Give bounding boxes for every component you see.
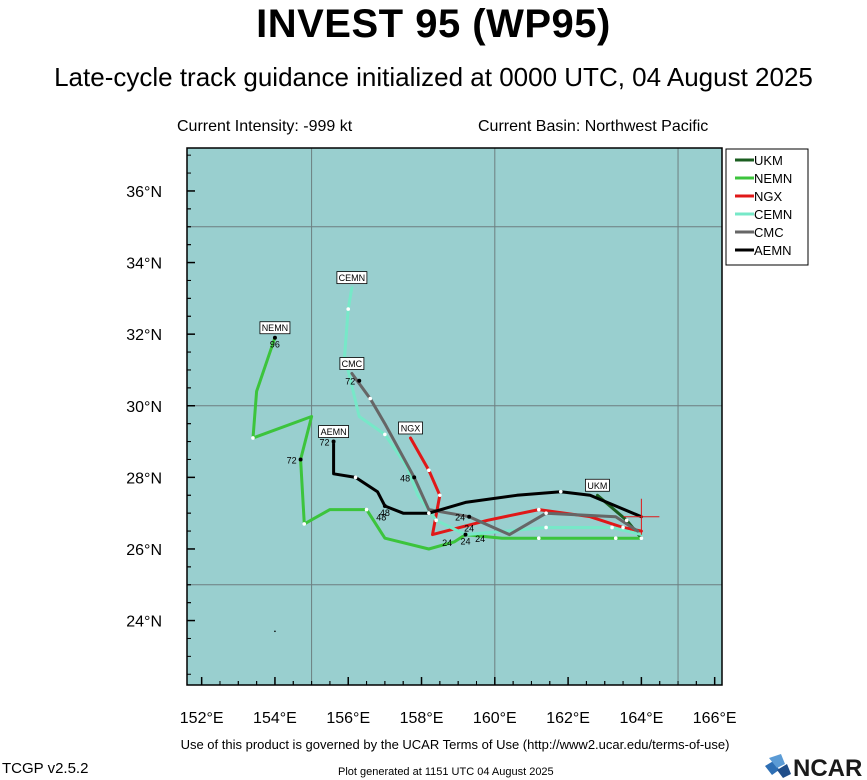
track-point-ngx-0 xyxy=(621,525,625,530)
track-lines xyxy=(251,286,643,551)
hour-dot-cmc-2 xyxy=(357,378,362,383)
legend-label-cmc: CMC xyxy=(754,225,784,240)
hour-label-nemn-1: 72 xyxy=(287,455,297,465)
map-axes: 152°E 154°E 156°E 158°E 160°E 162°E 164°E 166°E… xyxy=(126,147,737,727)
legend: UKM NEMN NGX CEMN CMC AEMN xyxy=(725,148,809,266)
x-tick-label-152: 152°E xyxy=(180,710,224,727)
hour-label-aemn-0: 48 xyxy=(380,508,390,518)
terms-of-use: Use of this product is governed by the U… xyxy=(180,737,730,752)
legend-label-ukm: UKM xyxy=(754,153,783,168)
current-intensity: Current Intensity: -999 kt xyxy=(177,118,353,135)
track-point-aemn-0 xyxy=(558,489,563,494)
model-box-cmc xyxy=(339,357,365,370)
y-tick-label-30: 30°N xyxy=(126,399,162,416)
current-basin: Current Basin: Northwest Pacific xyxy=(478,118,709,135)
hour-label-cmc-2: 72 xyxy=(345,377,355,387)
track-point-nemn-4 xyxy=(302,522,307,526)
model-label-ukm: UKM xyxy=(587,481,607,491)
track-aemn xyxy=(332,440,643,519)
model-box-ngx xyxy=(398,421,423,435)
hour-label-cmc-1: 48 xyxy=(400,473,410,483)
y-tick-label-36: 36°N xyxy=(126,184,162,201)
hour-dot-cmc-0 xyxy=(467,514,472,519)
model-box-cemn xyxy=(336,271,368,285)
track-nemn xyxy=(251,336,643,551)
y-tick-label-34: 34°N xyxy=(126,256,162,273)
track-point-ngx-1 xyxy=(536,507,541,512)
ncar-logo-swoosh-icon xyxy=(765,754,791,778)
track-point-nemn-6 xyxy=(251,436,255,440)
track-ngx xyxy=(409,436,643,537)
hour-dot-nemn-1 xyxy=(298,457,303,462)
legend-label-ngx: NGX xyxy=(754,189,783,204)
legend-label-cemn: CEMN xyxy=(754,207,792,222)
x-tick-label-158: 158°E xyxy=(400,710,444,727)
legend-label-nemn: NEMN xyxy=(754,171,792,186)
x-tick-label-164: 164°E xyxy=(620,710,664,727)
track-point-nemn-1 xyxy=(536,536,541,541)
hour-label-aemn-1: 72 xyxy=(320,438,330,448)
track-point-ukm-1 xyxy=(624,518,629,523)
model-box-aemn xyxy=(318,425,349,438)
hour-label-extra-2: 24 xyxy=(442,538,452,548)
model-label-cmc: CMC xyxy=(342,359,363,369)
map-ocean xyxy=(187,148,722,685)
track-point-ngx-3 xyxy=(427,468,431,473)
track-point-cemn-4 xyxy=(346,307,351,311)
hour-label-nemn-0: 24 xyxy=(460,537,470,547)
hour-label-extra-0: 24 xyxy=(475,534,485,544)
model-label-ngx: NGX xyxy=(401,423,421,433)
chart-subtitle: Late-cycle track guidance initialized at… xyxy=(54,62,813,92)
track-point-cemn-2 xyxy=(434,518,438,523)
hour-label-extra-1: 24 xyxy=(464,523,474,533)
track-dots xyxy=(251,307,644,541)
legend-label-aemn: AEMN xyxy=(754,243,792,258)
x-tick-label-154: 154°E xyxy=(253,710,297,727)
plot-frame xyxy=(186,147,723,686)
y-tick-label-32: 32°N xyxy=(126,327,162,344)
track-point-aemn-3 xyxy=(353,475,358,480)
track-point-cmc-3 xyxy=(368,396,373,401)
x-tick-label-160: 160°E xyxy=(473,710,517,727)
model-box-nemn xyxy=(259,321,291,335)
track-point-nemn-0 xyxy=(613,536,618,541)
track-cmc xyxy=(350,372,640,537)
hour-label-extra-4: 48 xyxy=(376,513,386,523)
hour-dot-aemn-0 xyxy=(382,504,387,508)
legend-box xyxy=(725,148,809,266)
ncar-logo: NCAR xyxy=(765,754,862,780)
hour-dot-cmc-1 xyxy=(412,475,417,480)
x-tick-label-156: 156°E xyxy=(326,710,370,727)
stray-dot xyxy=(274,630,276,633)
track-point-cemn-0 xyxy=(610,525,614,530)
track-point-cemn-1 xyxy=(544,525,548,530)
track-point-cmc-0 xyxy=(544,511,548,515)
chart-title: INVEST 95 (WP95) xyxy=(256,2,611,46)
hour-dot-nemn-2 xyxy=(272,335,277,340)
track-point-ngx-2 xyxy=(438,493,442,498)
hour-dot-nemn-0 xyxy=(463,532,468,537)
generated-time: Plot generated at 1151 UTC 04 August 202… xyxy=(338,766,554,778)
hour-label-cmc-0: 24 xyxy=(455,513,465,523)
track-point-nemn-3 xyxy=(364,507,369,512)
track-point-ukm-0 xyxy=(639,536,644,541)
y-tick-label-24: 24°N xyxy=(126,614,162,631)
model-label-aemn: AEMN xyxy=(321,427,347,437)
model-label-cemn: CEMN xyxy=(339,273,366,283)
ncar-logo-text: NCAR xyxy=(793,755,862,780)
version-label: TCGP v2.5.2 xyxy=(2,760,89,777)
x-tick-label-166: 166°E xyxy=(693,710,737,727)
model-label-nemn: NEMN xyxy=(262,323,289,333)
track-point-cemn-3 xyxy=(383,432,387,437)
y-tick-label-28: 28°N xyxy=(126,470,162,487)
y-tick-label-26: 26°N xyxy=(126,542,162,559)
model-box-ukm xyxy=(585,478,610,492)
hour-label-nemn-2: 96 xyxy=(270,340,280,350)
track-point-aemn-1 xyxy=(427,511,431,515)
x-tick-label-162: 162°E xyxy=(546,710,590,727)
track-labels: 24729624487248722424244848UKMNEMNNGXCEMN… xyxy=(259,271,660,633)
hour-dot-aemn-1 xyxy=(331,439,336,444)
